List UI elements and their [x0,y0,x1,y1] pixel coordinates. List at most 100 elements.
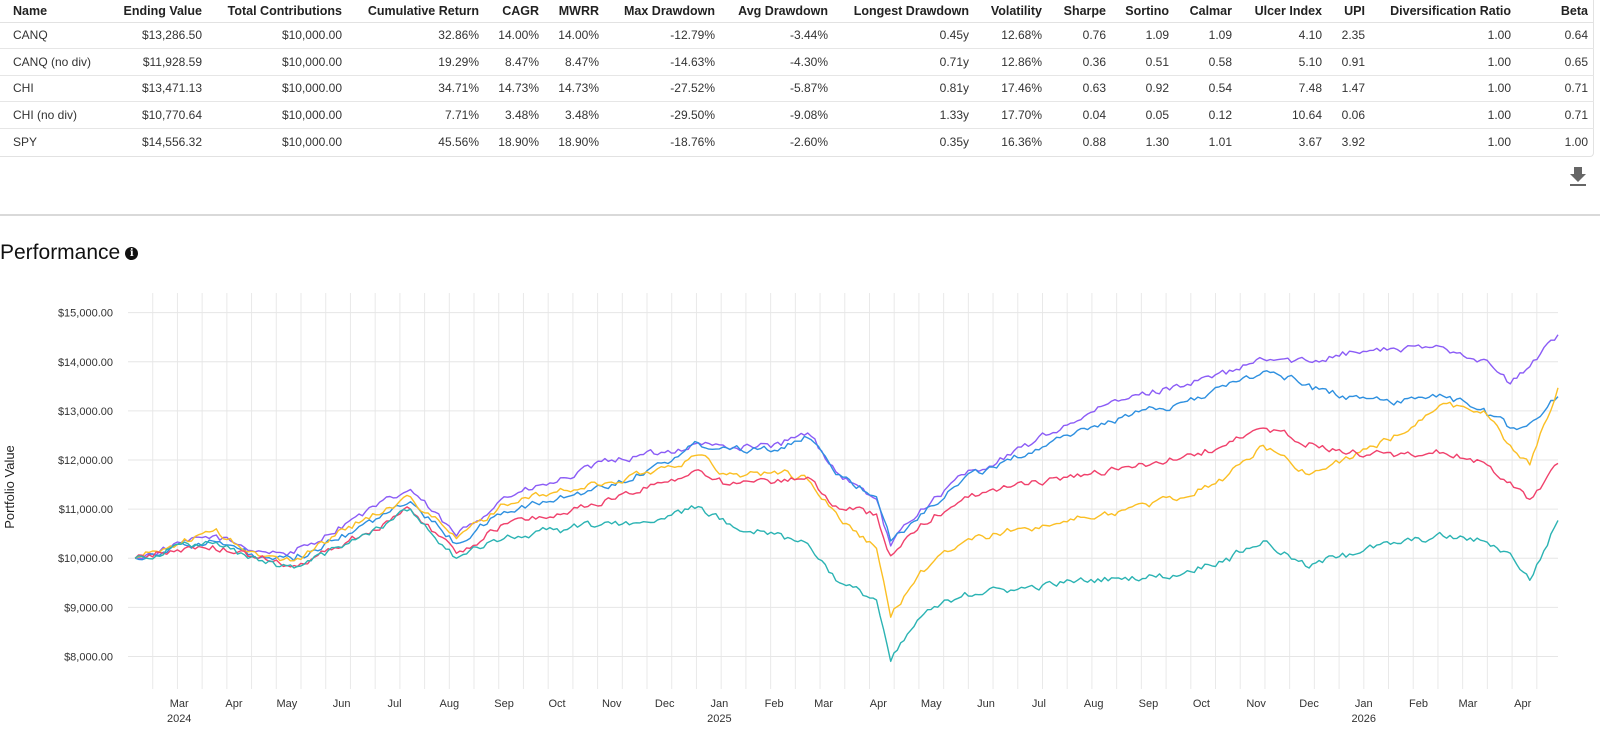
table-cell: 1.00 [1371,22,1517,49]
table-cell: 0.63 [1048,75,1112,102]
table-cell: 0.88 [1082,134,1106,149]
x-tick-label: Oct [548,698,565,710]
column-header[interactable]: Name [0,0,108,23]
column-header[interactable]: UPI [1328,0,1371,23]
column-header[interactable]: Diversification Ratio [1371,0,1517,23]
column-header[interactable]: Volatility [975,0,1048,23]
table-cell: 18.90% [558,134,599,149]
table-cell: $13,286.50 [108,22,208,49]
table-cell: 1.09 [1112,22,1175,49]
table-cell: 1.30 [1145,134,1169,149]
table-cell: 0.71 [1517,75,1594,102]
x-tick-label: Apr [870,698,887,710]
x-tick-year-label: 2025 [707,713,731,725]
table-cell: -14.63% [605,48,721,76]
column-header[interactable]: Max Drawdown [605,0,721,23]
y-tick-label: $11,000.00 [59,504,113,516]
x-tick-label: Dec [1299,698,1319,710]
table-cell: 3.48% [545,101,605,129]
x-tick-label: Jun [333,698,351,710]
table-cell: 2.35 [1328,22,1371,49]
column-header[interactable]: Total Contributions [208,0,348,23]
column-header[interactable]: Sharpe [1048,0,1112,23]
info-icon[interactable]: i [125,246,139,260]
table-cell: -3.44% [721,22,834,49]
table-cell: $10,000.00 [208,101,348,129]
table-cell: 1.01 [1208,134,1232,149]
table-cell: -18.76% [670,134,715,149]
row-name-cell: SPY [13,134,38,149]
table-cell: 0.51 [1112,48,1175,76]
table-cell: $10,770.64 [108,101,208,129]
y-tick-label: $15,000.00 [58,308,113,320]
table-cell: 19.29% [348,48,485,76]
table-cell: 1.00 [1371,48,1517,76]
table-cell: 0.71y [834,48,975,76]
series-line [134,370,1559,562]
x-tick-label: Oct [1193,698,1210,710]
x-tick-label: Apr [225,698,242,710]
column-header[interactable]: CAGR [485,0,545,23]
table-cell: 0.65 [1517,48,1594,76]
section-title-performance: Performance i [0,241,139,265]
x-tick-label: Mar [814,698,833,710]
x-tick-label: Sep [1139,698,1159,710]
table-cell: 1.47 [1328,75,1371,102]
table-cell: 0.36 [1048,48,1112,76]
table-cell: 4.10 [1238,22,1328,49]
column-header[interactable]: Longest Drawdown [834,0,975,23]
table-cell: 7.71% [348,101,485,129]
y-tick-label: $8,000.00 [64,651,113,663]
table-cell: 1.00 [1564,134,1588,149]
column-header[interactable]: MWRR [545,0,605,23]
row-name-cell: CANQ (no div) [0,48,108,76]
table-cell: 14.00% [485,22,545,49]
download-button[interactable] [1568,165,1588,187]
table-cell: 32.86% [348,22,485,49]
row-name-cell: CHI [0,75,108,102]
section-divider [0,214,1600,216]
table-cell: -2.60% [789,134,828,149]
table-cell: 34.71% [348,75,485,102]
row-name-cell: CANQ [0,22,108,49]
column-header[interactable]: Ending Value [108,0,208,23]
x-tick-label: May [921,698,942,710]
table-cell: $11,928.59 [108,48,208,76]
table-cell: 17.70% [975,101,1048,129]
x-tick-label: Nov [1246,698,1266,710]
y-axis-label: Portfolio Value [2,445,17,529]
table-cell: -9.08% [721,101,834,129]
table-cell: $10,000.00 [208,75,348,102]
table-cell: 1.00 [1371,75,1517,102]
table-cell: $10,000.00 [208,22,348,49]
x-tick-label: Mar [170,698,189,710]
column-header[interactable]: Ulcer Index [1238,0,1328,23]
x-tick-label: Jul [388,698,402,710]
x-tick-label: Jun [977,698,995,710]
performance-chart: $8,000.00 $9,000.00 $10,000.00 $11,000.00 $1… [0,285,1600,743]
column-header[interactable]: Cumulative Return [348,0,485,23]
table-row: CANQ $13,286.50 $10,000.00 32.86% 14.00% 14.0… [0,22,1594,49]
table-cell: 8.47% [485,48,545,76]
table-row: SPY $14,556.32 $10,000.00 45.56% 18.90% 18.90… [0,128,1594,155]
column-header[interactable]: Sortino [1112,0,1175,23]
x-tick-label: Sep [494,698,514,710]
table-cell: 0.71 [1517,101,1594,129]
series-line [134,387,1559,618]
table-cell: -29.50% [605,101,721,129]
x-tick-label: Mar [1458,698,1477,710]
x-tick-label: Feb [1409,698,1428,710]
x-tick-label: Jul [1032,698,1046,710]
download-icon [1570,167,1586,186]
column-header[interactable]: Calmar [1175,0,1238,23]
column-header[interactable]: Avg Drawdown [721,0,834,23]
column-header[interactable]: Beta [1517,0,1594,23]
table-cell: $10,000.00 [281,134,342,149]
table-cell: 1.09 [1175,22,1238,49]
y-tick-label: $12,000.00 [58,455,113,467]
table-cell: $13,471.13 [108,75,208,102]
table-cell: 5.10 [1238,48,1328,76]
x-tick-label: Nov [602,698,622,710]
table-cell: 0.45y [834,22,975,49]
table-cell: 0.54 [1175,75,1238,102]
